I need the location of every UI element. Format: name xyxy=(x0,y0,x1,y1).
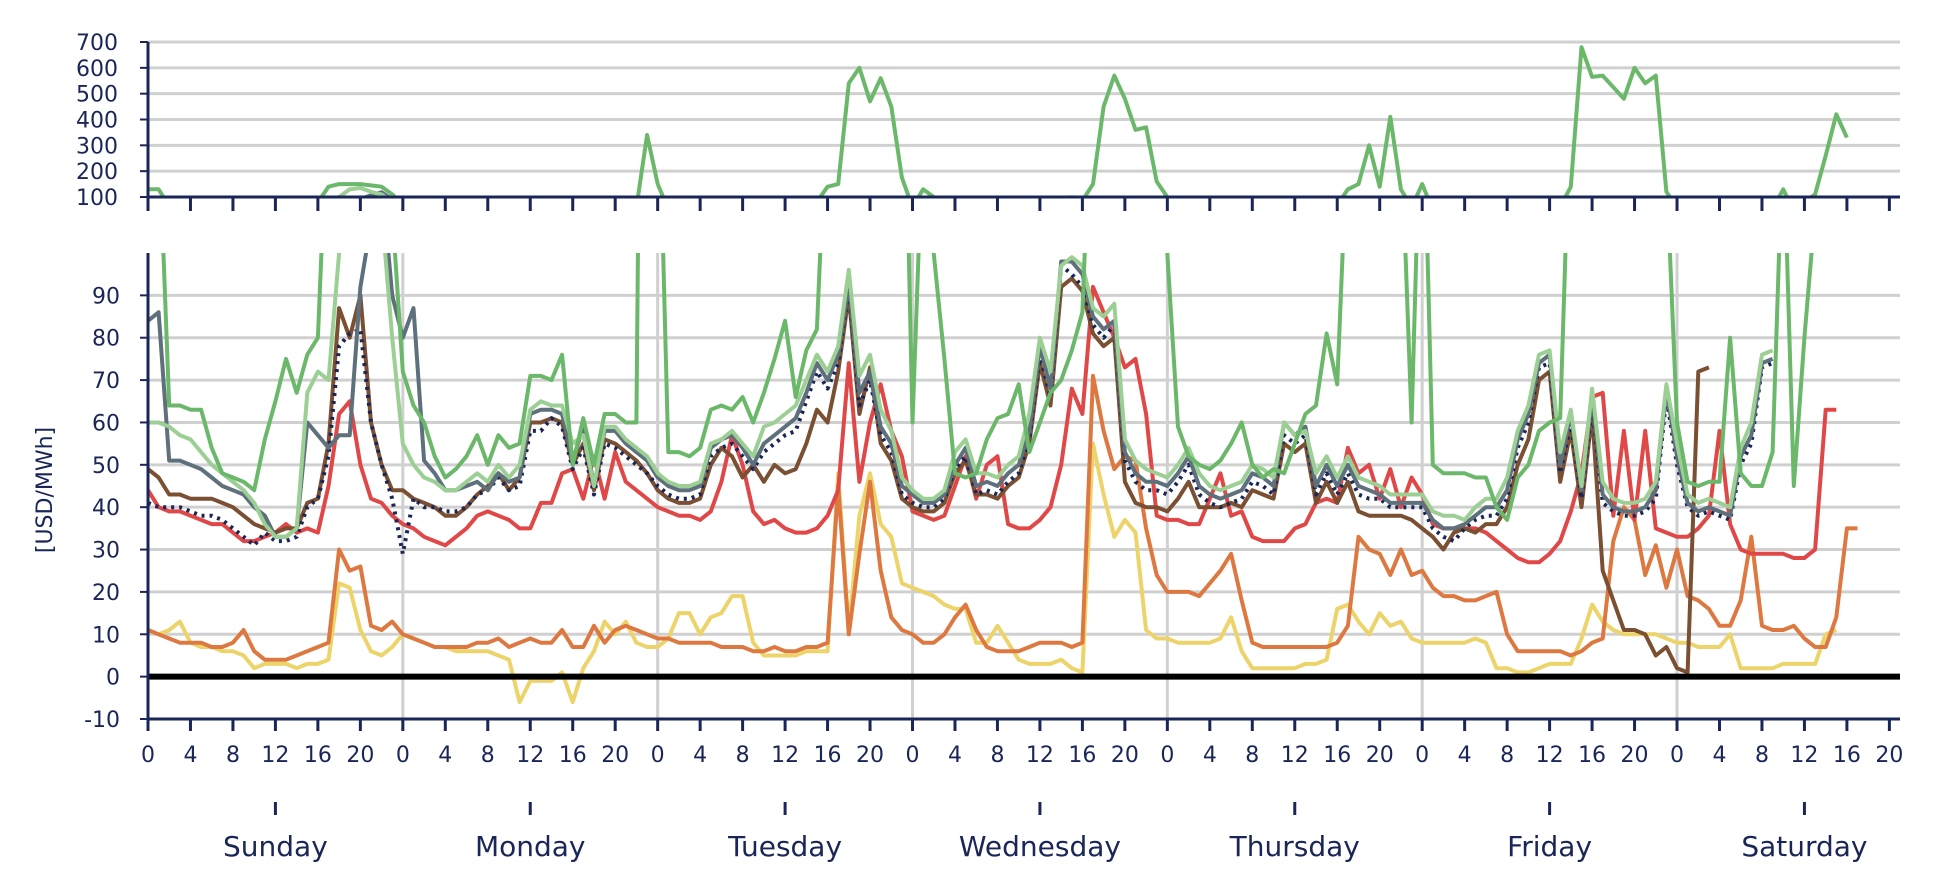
x-hour-tick-label: 8 xyxy=(990,743,1004,768)
series-line-lower xyxy=(148,276,1710,675)
y-axis-title: [USD/MWh] xyxy=(33,427,58,553)
upper-panel-grid xyxy=(148,40,1900,173)
day-label: Thursday xyxy=(1229,830,1360,863)
x-hour-tick-label: 8 xyxy=(1245,743,1259,768)
tick-labels: 100200300400500600700-100102030405060708… xyxy=(76,31,1903,863)
x-hour-tick-label: 16 xyxy=(814,743,842,768)
x-hour-tick-label: 12 xyxy=(1536,743,1564,768)
axes xyxy=(140,41,1900,815)
x-hour-tick-label: 16 xyxy=(1323,743,1351,768)
lower-y-tick-label: -10 xyxy=(84,708,120,733)
x-hour-tick-label: 20 xyxy=(1621,743,1649,768)
lower-y-tick-label: 80 xyxy=(92,327,120,352)
x-hour-tick-label: 0 xyxy=(1415,743,1429,768)
upper-y-tick-label: 100 xyxy=(76,186,118,211)
lower-panel-series xyxy=(148,253,1858,705)
x-hour-tick-label: 8 xyxy=(226,743,240,768)
x-hour-tick-label: 4 xyxy=(1458,743,1472,768)
x-hour-tick-label: 0 xyxy=(141,743,155,768)
x-hour-tick-label: 20 xyxy=(856,743,884,768)
day-label: Monday xyxy=(475,830,586,863)
x-hour-tick-label: 4 xyxy=(1712,743,1726,768)
series-line-upper xyxy=(148,209,1836,225)
x-hour-tick-label: 12 xyxy=(771,743,799,768)
x-hour-tick-label: 0 xyxy=(396,743,410,768)
lower-y-tick-label: 20 xyxy=(92,581,120,606)
series-line-lower xyxy=(148,253,1774,539)
series-line-upper xyxy=(1063,196,1078,197)
series-line-upper xyxy=(148,45,1849,197)
x-hour-tick-label: 12 xyxy=(516,743,544,768)
x-hour-tick-label: 20 xyxy=(601,743,629,768)
day-label: Friday xyxy=(1507,830,1592,863)
upper-y-tick-label: 200 xyxy=(76,160,118,185)
upper-y-tick-label: 500 xyxy=(76,83,118,108)
x-hour-tick-label: 0 xyxy=(1160,743,1174,768)
x-hour-tick-label: 0 xyxy=(651,743,665,768)
x-hour-tick-label: 4 xyxy=(948,743,962,768)
x-hour-tick-label: 12 xyxy=(1281,743,1309,768)
lower-y-tick-label: 30 xyxy=(92,539,120,564)
series-line-lower xyxy=(148,373,1858,662)
day-label: Tuesday xyxy=(727,830,842,863)
x-hour-tick-label: 4 xyxy=(438,743,452,768)
series-line-upper xyxy=(148,199,1836,216)
x-hour-tick-label: 8 xyxy=(1500,743,1514,768)
x-hour-tick-label: 8 xyxy=(1755,743,1769,768)
x-hour-tick-label: 12 xyxy=(261,743,289,768)
upper-y-tick-label: 700 xyxy=(76,31,118,56)
lower-y-tick-label: 10 xyxy=(92,623,120,648)
upper-y-tick-label: 400 xyxy=(76,109,118,134)
x-hour-tick-label: 4 xyxy=(183,743,197,768)
series-line-upper xyxy=(1058,195,1082,197)
x-hour-tick-label: 4 xyxy=(693,743,707,768)
x-hour-tick-label: 0 xyxy=(906,743,920,768)
lower-y-tick-label: 70 xyxy=(92,369,120,394)
upper-y-tick-label: 600 xyxy=(76,57,118,82)
x-hour-tick-label: 12 xyxy=(1790,743,1818,768)
day-label: Wednesday xyxy=(959,830,1121,863)
x-hour-tick-label: 8 xyxy=(736,743,750,768)
x-hour-tick-label: 16 xyxy=(559,743,587,768)
lower-y-tick-label: 90 xyxy=(92,284,120,309)
upper-y-tick-label: 300 xyxy=(76,134,118,159)
x-hour-tick-label: 8 xyxy=(481,743,495,768)
lower-y-tick-label: 40 xyxy=(92,496,120,521)
x-hour-tick-label: 16 xyxy=(304,743,332,768)
series-line-lower xyxy=(148,263,1774,556)
series-line-lower xyxy=(148,253,1774,539)
x-hour-tick-label: 16 xyxy=(1068,743,1096,768)
day-label: Saturday xyxy=(1741,830,1867,863)
lower-y-tick-label: 0 xyxy=(106,666,120,691)
day-label: Sunday xyxy=(223,830,328,863)
x-hour-tick-label: 0 xyxy=(1670,743,1684,768)
x-hour-tick-label: 20 xyxy=(346,743,374,768)
series-line-lower xyxy=(148,284,1837,565)
lower-y-tick-label: 60 xyxy=(92,411,120,436)
x-hour-tick-label: 20 xyxy=(1366,743,1394,768)
x-hour-tick-label: 16 xyxy=(1578,743,1606,768)
lower-y-tick-label: 50 xyxy=(92,454,120,479)
series-line-lower xyxy=(161,253,1814,522)
x-hour-tick-label: 12 xyxy=(1026,743,1054,768)
x-hour-tick-label: 16 xyxy=(1833,743,1861,768)
series-line-upper xyxy=(148,205,1858,222)
x-hour-tick-label: 4 xyxy=(1203,743,1217,768)
x-hour-tick-label: 20 xyxy=(1875,743,1903,768)
x-hour-tick-label: 20 xyxy=(1111,743,1139,768)
